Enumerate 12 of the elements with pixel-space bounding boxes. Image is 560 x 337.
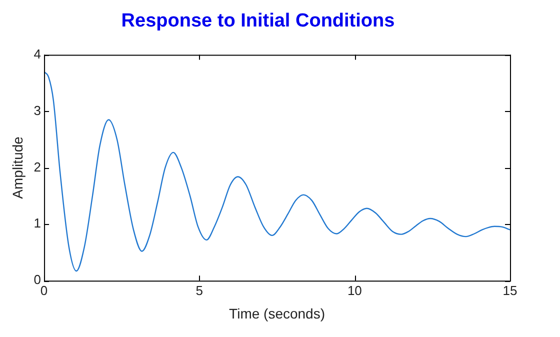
y-axis-title: Amplitude [9,136,26,199]
y-tick-label: 1 [34,216,42,231]
x-tick-label: 15 [502,282,518,298]
y-tick-label: 3 [34,102,42,118]
x-tick-label: 5 [196,282,203,298]
y-tick-label: 0 [34,272,42,288]
x-axis-title: Time (seconds) [229,305,325,322]
line-series [44,71,510,272]
y-tick-label: 2 [34,159,42,174]
chart-title: Response to Initial Conditions [121,10,395,32]
y-tick-label: 4 [34,46,42,62]
x-tick-label: 10 [347,282,362,298]
